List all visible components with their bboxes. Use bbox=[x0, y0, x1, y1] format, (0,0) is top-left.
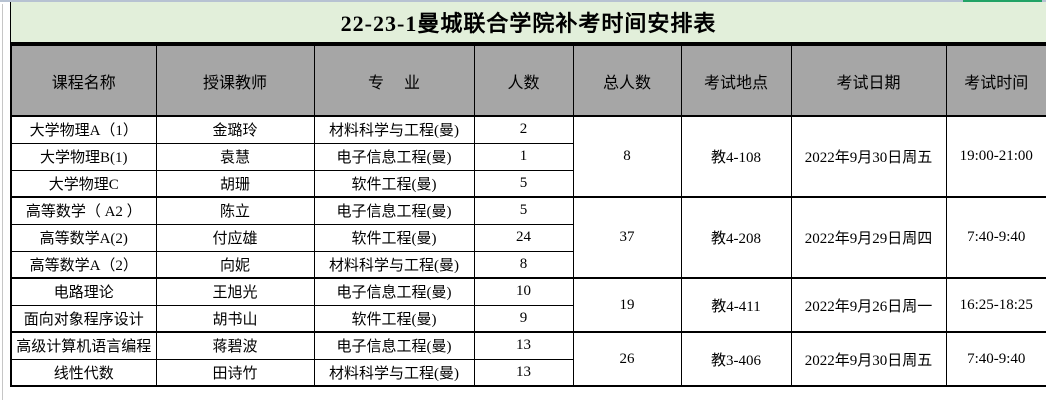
exam-schedule-sheet: 22-23-1曼城联合学院补考时间安排表 课程名称 授课教师 专业 人数 总人数… bbox=[10, 2, 1046, 387]
col-header-total[interactable]: 总人数 bbox=[572, 44, 682, 117]
cell-major[interactable]: 电子信息工程(曼) bbox=[313, 196, 475, 225]
cell-course[interactable]: 面向对象程序设计 bbox=[10, 304, 157, 333]
cell-course[interactable]: 高等数学A(2) bbox=[10, 223, 157, 252]
left-gutter-line bbox=[2, 4, 3, 400]
col-header-date[interactable]: 考试日期 bbox=[790, 44, 947, 117]
cell-major[interactable]: 电子信息工程(曼) bbox=[313, 277, 475, 306]
cell-count[interactable]: 5 bbox=[473, 169, 574, 198]
cell-group-location[interactable]: 教4-208 bbox=[680, 196, 792, 279]
col-header-major[interactable]: 专业 bbox=[313, 44, 475, 117]
cell-group-time[interactable]: 16:25-18:25 bbox=[945, 277, 1046, 333]
cell-group-date[interactable]: 2022年9月30日周五 bbox=[790, 331, 947, 387]
cell-major[interactable]: 软件工程(曼) bbox=[313, 169, 475, 198]
table-row: 高等数学A(2) 付应雄 软件工程(曼) 24 bbox=[10, 223, 1046, 252]
cell-course[interactable]: 电路理论 bbox=[10, 277, 157, 306]
table-row: 电路理论 王旭光 电子信息工程(曼) 10 19 教4-411 2022年9月2… bbox=[10, 277, 1046, 333]
cell-major[interactable]: 材料科学与工程(曼) bbox=[313, 115, 475, 144]
cell-group-time[interactable]: 7:40-9:40 bbox=[945, 196, 1046, 279]
top-edge-line bbox=[0, 0, 1046, 2]
cell-count[interactable]: 9 bbox=[473, 304, 574, 333]
col-header-count[interactable]: 人数 bbox=[473, 44, 574, 117]
cell-count[interactable]: 13 bbox=[473, 358, 574, 387]
cell-teacher[interactable]: 金璐玲 bbox=[155, 115, 315, 144]
cell-group-date[interactable]: 2022年9月30日周五 bbox=[790, 115, 947, 198]
cell-count[interactable]: 10 bbox=[473, 277, 574, 306]
table-title[interactable]: 22-23-1曼城联合学院补考时间安排表 bbox=[10, 2, 1046, 44]
cell-major[interactable]: 材料科学与工程(曼) bbox=[313, 358, 475, 387]
cell-major[interactable]: 软件工程(曼) bbox=[313, 304, 475, 333]
cell-teacher[interactable]: 向妮 bbox=[155, 250, 315, 279]
table-row: 高级计算机语言编程 蒋碧波 电子信息工程(曼) 13 26 教3-406 202… bbox=[10, 331, 1046, 387]
cell-count[interactable]: 2 bbox=[473, 115, 574, 144]
cell-course[interactable]: 大学物理B(1) bbox=[10, 142, 157, 171]
cell-group-total[interactable]: 8 bbox=[572, 115, 682, 198]
cell-major[interactable]: 电子信息工程(曼) bbox=[313, 142, 475, 171]
table-row: 高等数学（ A2 ） 陈立 电子信息工程(曼) 5 37 教4-208 2022… bbox=[10, 196, 1046, 279]
cell-teacher[interactable]: 陈立 bbox=[155, 196, 315, 225]
col-header-teacher[interactable]: 授课教师 bbox=[155, 44, 315, 117]
table-row: 线性代数 田诗竹 材料科学与工程(曼) 13 bbox=[10, 358, 1046, 387]
exam-schedule-table: 课程名称 授课教师 专业 人数 总人数 考试地点 考试日期 考试时间 大学物理A… bbox=[10, 44, 1046, 387]
cell-course[interactable]: 高级计算机语言编程 bbox=[10, 331, 157, 360]
cell-group-location[interactable]: 教3-406 bbox=[680, 331, 792, 387]
cell-group-time[interactable]: 7:40-9:40 bbox=[945, 331, 1046, 387]
cell-group-location[interactable]: 教4-411 bbox=[680, 277, 792, 333]
cell-course[interactable]: 大学物理A（1） bbox=[10, 115, 157, 144]
table-row: 大学物理C 胡珊 软件工程(曼) 5 bbox=[10, 169, 1046, 198]
table-row: 高等数学A（2） 向妮 材料科学与工程(曼) 8 bbox=[10, 250, 1046, 279]
col-header-location[interactable]: 考试地点 bbox=[680, 44, 792, 117]
cell-major[interactable]: 软件工程(曼) bbox=[313, 223, 475, 252]
header-row: 课程名称 授课教师 专业 人数 总人数 考试地点 考试日期 考试时间 bbox=[10, 44, 1046, 117]
cell-teacher[interactable]: 胡书山 bbox=[155, 304, 315, 333]
cell-teacher[interactable]: 蒋碧波 bbox=[155, 331, 315, 360]
cell-course[interactable]: 高等数学（ A2 ） bbox=[10, 196, 157, 225]
cell-course[interactable]: 高等数学A（2） bbox=[10, 250, 157, 279]
cell-teacher[interactable]: 王旭光 bbox=[155, 277, 315, 306]
table-row: 大学物理A（1） 金璐玲 材料科学与工程(曼) 2 8 教4-108 2022年… bbox=[10, 115, 1046, 198]
col-header-course[interactable]: 课程名称 bbox=[10, 44, 157, 117]
cell-count[interactable]: 1 bbox=[473, 142, 574, 171]
cell-group-location[interactable]: 教4-108 bbox=[680, 115, 792, 198]
cell-major[interactable]: 材料科学与工程(曼) bbox=[313, 250, 475, 279]
cell-count[interactable]: 13 bbox=[473, 331, 574, 360]
cell-teacher[interactable]: 胡珊 bbox=[155, 169, 315, 198]
cell-group-total[interactable]: 26 bbox=[572, 331, 682, 387]
cell-group-time[interactable]: 19:00-21:00 bbox=[945, 115, 1046, 198]
cell-group-total[interactable]: 37 bbox=[572, 196, 682, 279]
cell-teacher[interactable]: 袁慧 bbox=[155, 142, 315, 171]
cell-major[interactable]: 电子信息工程(曼) bbox=[313, 331, 475, 360]
cell-count[interactable]: 24 bbox=[473, 223, 574, 252]
cell-teacher[interactable]: 付应雄 bbox=[155, 223, 315, 252]
cell-course[interactable]: 线性代数 bbox=[10, 358, 157, 387]
cell-count[interactable]: 5 bbox=[473, 196, 574, 225]
cell-course[interactable]: 大学物理C bbox=[10, 169, 157, 198]
col-header-time[interactable]: 考试时间 bbox=[945, 44, 1046, 117]
table-row: 面向对象程序设计 胡书山 软件工程(曼) 9 bbox=[10, 304, 1046, 333]
cell-group-total[interactable]: 19 bbox=[572, 277, 682, 333]
cell-teacher[interactable]: 田诗竹 bbox=[155, 358, 315, 387]
cell-group-date[interactable]: 2022年9月29日周四 bbox=[790, 196, 947, 279]
cell-count[interactable]: 8 bbox=[473, 250, 574, 279]
cell-group-date[interactable]: 2022年9月26日周一 bbox=[790, 277, 947, 333]
